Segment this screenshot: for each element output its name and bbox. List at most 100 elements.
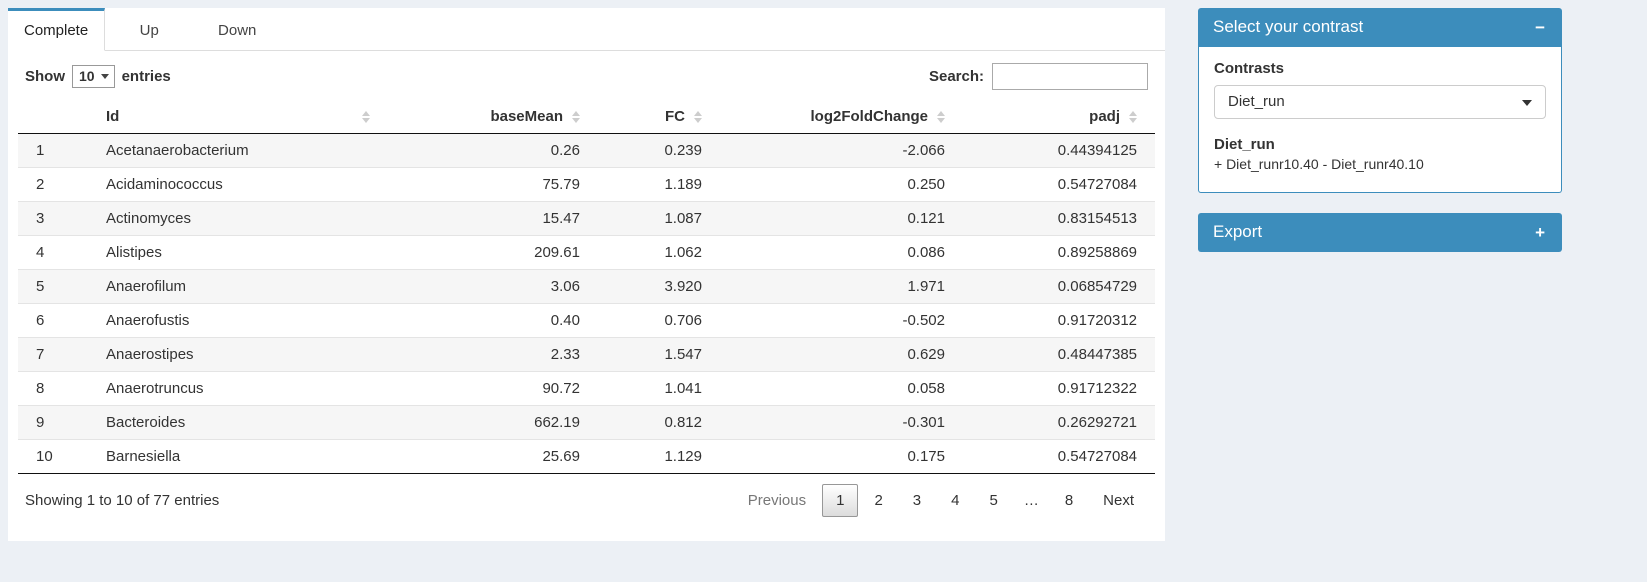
- page-button-8[interactable]: 8: [1064, 492, 1074, 509]
- cell-fc: 1.189: [598, 167, 720, 202]
- sort-icon: [1129, 110, 1137, 123]
- contrast-detail-formula: + Diet_runr10.40 - Diet_runr40.10: [1214, 156, 1424, 172]
- contrast-select[interactable]: Diet_run: [1214, 85, 1546, 119]
- tab-nav: Complete Up Down: [8, 8, 1165, 51]
- cell-log2foldchange: 0.175: [720, 439, 963, 474]
- cell-log2foldchange: 1.971: [720, 269, 963, 304]
- cell-id: Anaerotruncus: [88, 371, 388, 406]
- cell-id: Anaerofustis: [88, 303, 388, 338]
- cell-log2foldchange: -0.301: [720, 405, 963, 440]
- sort-icon: [362, 110, 370, 123]
- cell-rownum: 6: [18, 303, 88, 338]
- cell-rownum: 1: [18, 133, 88, 168]
- contrast-panel-title: Select your contrast: [1213, 17, 1364, 36]
- column-header-id[interactable]: Id: [88, 101, 388, 134]
- contrast-panel-body: Contrasts Diet_run Diet_run + Diet_runr1…: [1198, 47, 1562, 193]
- cell-fc: 1.129: [598, 439, 720, 474]
- cell-id: Acidaminococcus: [88, 167, 388, 202]
- tab-up[interactable]: Up: [139, 22, 159, 39]
- cell-log2foldchange: 0.086: [720, 235, 963, 270]
- cell-log2foldchange: -0.502: [720, 303, 963, 338]
- page-button-2[interactable]: 2: [874, 492, 883, 509]
- column-header-fc[interactable]: FC: [598, 101, 720, 134]
- cell-fc: 1.041: [598, 371, 720, 406]
- page-ellipsis: …: [1023, 492, 1039, 509]
- table-row: 9 Bacteroides 662.19 0.812 -0.301 0.2629…: [18, 405, 1155, 440]
- pagination: Previous 1 2 3 4 5 … 8 Next: [732, 484, 1148, 517]
- export-panel: Export +: [1198, 213, 1562, 252]
- cell-rownum: 4: [18, 235, 88, 270]
- table-header-row: Id baseMean FC: [18, 101, 1155, 134]
- table-row: 10 Barnesiella 25.69 1.129 0.175 0.54727…: [18, 439, 1155, 474]
- cell-fc: 0.812: [598, 405, 720, 440]
- tab-complete[interactable]: Complete: [8, 8, 106, 51]
- length-label-after: entries: [121, 68, 171, 85]
- chevron-down-icon: [100, 73, 109, 79]
- cell-padj: 0.91720312: [963, 303, 1155, 338]
- cell-log2foldchange: 0.629: [720, 337, 963, 372]
- table-info: Showing 1 to 10 of 77 entries: [25, 492, 220, 509]
- pagination-next[interactable]: Next: [1103, 492, 1134, 509]
- column-header-basemean[interactable]: baseMean: [388, 101, 598, 134]
- table-row: 5 Anaerofilum 3.06 3.920 1.971 0.0685472…: [18, 269, 1155, 304]
- table-body: 1 Acetanaerobacterium 0.26 0.239 -2.066 …: [18, 133, 1155, 474]
- cell-rownum: 3: [18, 201, 88, 236]
- cell-basemean: 75.79: [388, 167, 598, 202]
- cell-padj: 0.89258869: [963, 235, 1155, 270]
- page-length-select[interactable]: 10: [72, 65, 115, 88]
- contrast-detail-title: Diet_run: [1214, 136, 1275, 153]
- contrast-panel-header: Select your contrast −: [1198, 8, 1562, 47]
- cell-id: Anaerostipes: [88, 337, 388, 372]
- cell-fc: 1.062: [598, 235, 720, 270]
- export-panel-title: Export: [1213, 222, 1263, 241]
- cell-basemean: 2.33: [388, 337, 598, 372]
- pagination-previous[interactable]: Previous: [747, 492, 807, 509]
- table-row: 3 Actinomyces 15.47 1.087 0.121 0.831545…: [18, 201, 1155, 236]
- table-controls: Show 10 entries Search:: [18, 63, 1155, 90]
- search-input[interactable]: [992, 63, 1148, 90]
- cell-id: Alistipes: [88, 235, 388, 270]
- cell-padj: 0.54727084: [963, 167, 1155, 202]
- cell-rownum: 10: [18, 439, 88, 474]
- cell-fc: 0.239: [598, 133, 720, 168]
- cell-basemean: 3.06: [388, 269, 598, 304]
- cell-fc: 1.547: [598, 337, 720, 372]
- cell-fc: 0.706: [598, 303, 720, 338]
- cell-padj: 0.06854729: [963, 269, 1155, 304]
- cell-padj: 0.83154513: [963, 201, 1155, 236]
- length-label-before: Show: [25, 68, 65, 85]
- chevron-down-icon: [1522, 100, 1532, 106]
- contrast-panel: Select your contrast − Contrasts Diet_ru…: [1198, 8, 1562, 193]
- cell-padj: 0.48447385: [963, 337, 1155, 372]
- export-panel-header: Export +: [1198, 213, 1562, 252]
- cell-log2foldchange: 0.058: [720, 371, 963, 406]
- contrast-selected-value: Diet_run: [1228, 93, 1285, 110]
- search-label: Search:: [928, 68, 984, 85]
- cell-rownum: 7: [18, 337, 88, 372]
- table-footer: Showing 1 to 10 of 77 entries Previous 1…: [18, 474, 1155, 517]
- page-button-5[interactable]: 5: [989, 492, 998, 509]
- cell-id: Barnesiella: [88, 439, 388, 474]
- tab-down[interactable]: Down: [218, 22, 257, 39]
- page-button-4[interactable]: 4: [951, 492, 960, 509]
- table-row: 2 Acidaminococcus 75.79 1.189 0.250 0.54…: [18, 167, 1155, 202]
- datatable-wrapper: Show 10 entries Search:: [8, 51, 1165, 517]
- contrast-detail: Diet_run + Diet_runr10.40 - Diet_runr40.…: [1214, 136, 1546, 172]
- table-row: 4 Alistipes 209.61 1.062 0.086 0.8925886…: [18, 235, 1155, 270]
- page-button-3[interactable]: 3: [912, 492, 922, 509]
- column-header-padj[interactable]: padj: [963, 101, 1155, 134]
- cell-basemean: 209.61: [388, 235, 598, 270]
- expand-plus-icon[interactable]: +: [1535, 222, 1545, 242]
- cell-padj: 0.91712322: [963, 371, 1155, 406]
- results-card: Complete Up Down Show 10 entries Search:: [8, 8, 1165, 541]
- table-row: 6 Anaerofustis 0.40 0.706 -0.502 0.91720…: [18, 303, 1155, 338]
- column-header-log2foldchange[interactable]: log2FoldChange: [720, 101, 963, 134]
- page-button-1[interactable]: 1: [822, 484, 859, 517]
- cell-basemean: 15.47: [388, 201, 598, 236]
- table-row: 7 Anaerostipes 2.33 1.547 0.629 0.484473…: [18, 337, 1155, 372]
- sort-icon: [572, 110, 580, 123]
- search-control: Search:: [929, 63, 1148, 90]
- collapse-minus-icon[interactable]: −: [1535, 17, 1545, 37]
- cell-basemean: 0.26: [388, 133, 598, 168]
- sort-icon: [694, 110, 702, 123]
